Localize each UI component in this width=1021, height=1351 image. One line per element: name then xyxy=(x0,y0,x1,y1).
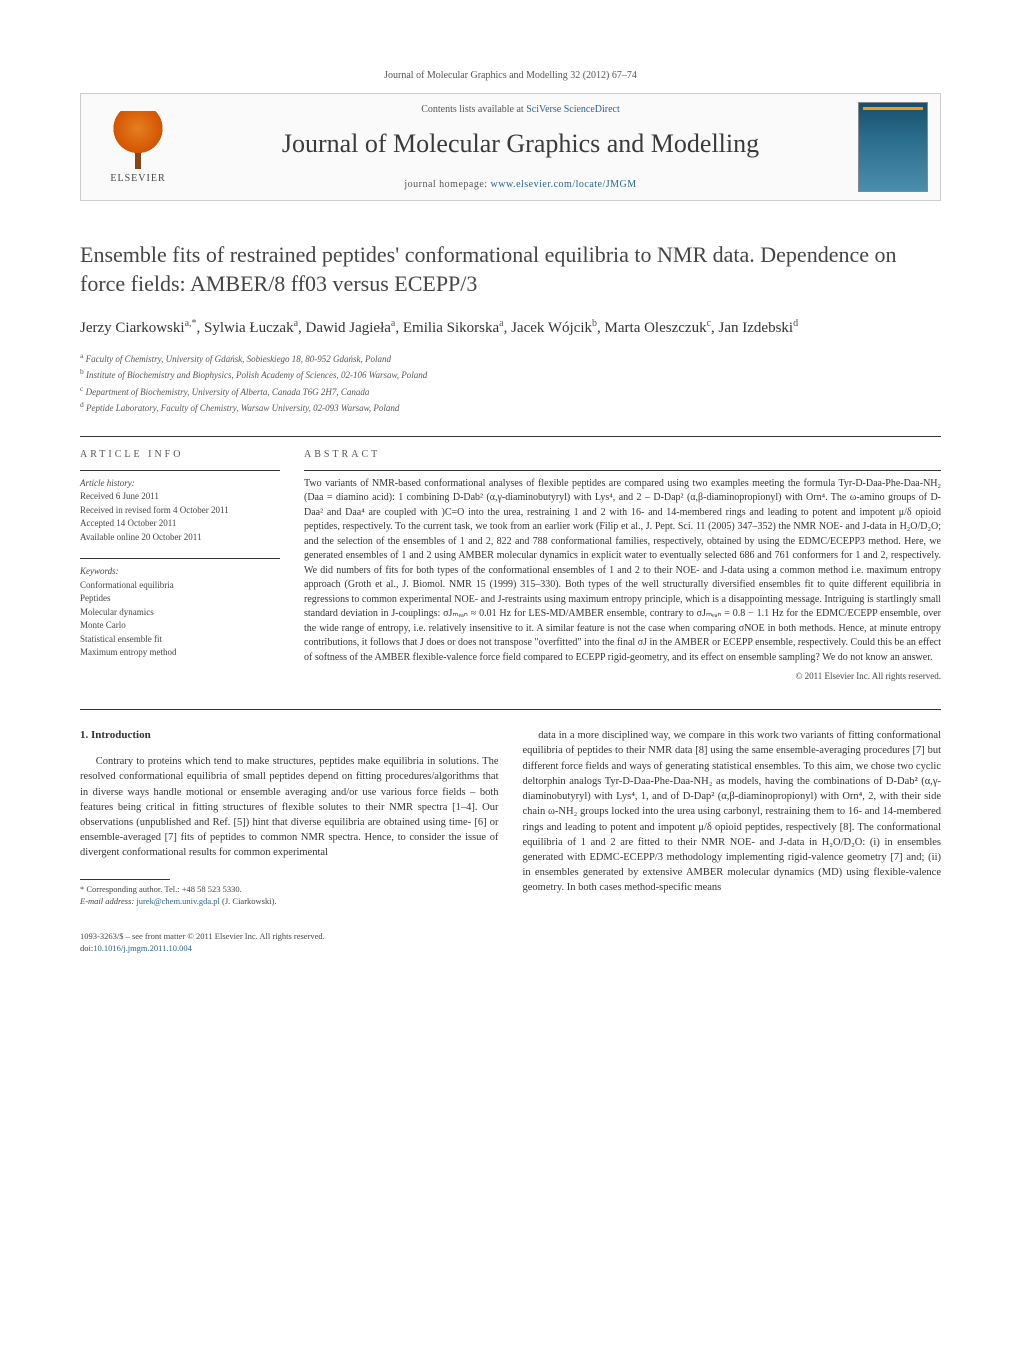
doi-prefix: doi: xyxy=(80,943,93,953)
section-heading: 1. Introduction xyxy=(80,728,499,744)
footnote-star: * xyxy=(80,884,84,894)
history-line: Received 6 June 2011 xyxy=(80,490,280,504)
body-paragraph-left: Contrary to proteins which tend to make … xyxy=(80,754,499,861)
journal-name: Journal of Molecular Graphics and Modell… xyxy=(193,129,848,159)
abstract-heading: ABSTRACT xyxy=(304,449,941,460)
keywords-block: Keywords: Conformational equilibriaPepti… xyxy=(80,558,280,660)
body-two-column: 1. Introduction Contrary to proteins whi… xyxy=(80,709,941,955)
journal-homepage-link[interactable]: www.elsevier.com/locate/JMGM xyxy=(491,179,637,190)
contents-available-line: Contents lists available at SciVerse Sci… xyxy=(193,104,848,115)
section-title-text: Introduction xyxy=(91,729,151,741)
running-head: Journal of Molecular Graphics and Modell… xyxy=(80,70,941,81)
article-history-block: Article history: Received 6 June 2011Rec… xyxy=(80,470,280,545)
keywords-label: Keywords: xyxy=(80,565,280,579)
history-line: Received in revised form 4 October 2011 xyxy=(80,504,280,518)
keyword-line: Peptides xyxy=(80,592,280,606)
keyword-line: Statistical ensemble fit xyxy=(80,633,280,647)
keyword-line: Maximum entropy method xyxy=(80,646,280,660)
corresponding-email-link[interactable]: jurek@chem.univ.gda.pl xyxy=(136,896,220,906)
contents-prefix: Contents lists available at xyxy=(421,104,526,115)
article-info-heading: ARTICLE INFO xyxy=(80,449,280,460)
elsevier-tree-icon xyxy=(113,111,163,161)
email-label: E-mail address: xyxy=(80,896,134,906)
doi-block: 1093-3263/$ – see front matter © 2011 El… xyxy=(80,931,499,955)
keyword-line: Monte Carlo xyxy=(80,619,280,633)
keyword-line: Conformational equilibria xyxy=(80,579,280,593)
email-attribution: (J. Ciarkowski). xyxy=(222,896,277,906)
divider xyxy=(80,436,941,437)
front-matter-line: 1093-3263/$ – see front matter © 2011 El… xyxy=(80,931,499,943)
journal-banner: ELSEVIER Contents lists available at Sci… xyxy=(80,93,941,201)
paper-title: Ensemble fits of restrained peptides' co… xyxy=(80,241,941,298)
journal-cover-thumbnail xyxy=(858,102,928,192)
elsevier-logo: ELSEVIER xyxy=(93,102,183,192)
author-list: Jerzy Ciarkowskia,*, Sylwia Łuczaka, Daw… xyxy=(80,316,941,340)
history-label: Article history: xyxy=(80,477,280,491)
footnote-separator xyxy=(80,879,170,880)
elsevier-label: ELSEVIER xyxy=(110,173,165,184)
corresponding-author-text: Corresponding author. Tel.: +48 58 523 5… xyxy=(86,884,241,894)
history-line: Available online 20 October 2011 xyxy=(80,531,280,545)
section-number: 1. xyxy=(80,729,88,741)
abstract-copyright: © 2011 Elsevier Inc. All rights reserved… xyxy=(304,671,941,681)
body-paragraph-right: data in a more disciplined way, we compa… xyxy=(523,728,942,895)
abstract-text: Two variants of NMR-based conformational… xyxy=(304,470,941,666)
history-line: Accepted 14 October 2011 xyxy=(80,517,280,531)
homepage-prefix: journal homepage: xyxy=(404,179,490,190)
journal-homepage-line: journal homepage: www.elsevier.com/locat… xyxy=(193,179,848,190)
sciencedirect-link[interactable]: SciVerse ScienceDirect xyxy=(526,104,620,115)
corresponding-author-footnote: * Corresponding author. Tel.: +48 58 523… xyxy=(80,884,499,908)
keyword-line: Molecular dynamics xyxy=(80,606,280,620)
doi-link[interactable]: 10.1016/j.jmgm.2011.10.004 xyxy=(93,943,192,953)
affiliation-list: a Faculty of Chemistry, University of Gd… xyxy=(80,350,941,416)
